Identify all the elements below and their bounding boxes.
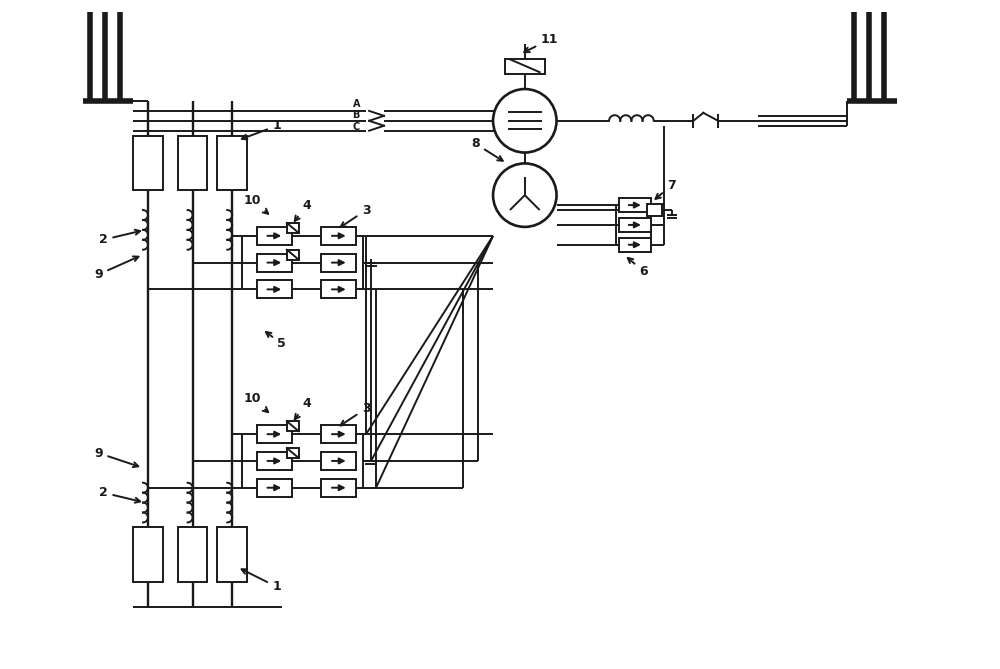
Bar — [133, 527, 163, 582]
Bar — [257, 280, 292, 298]
Text: 11: 11 — [524, 33, 558, 52]
Text: 8: 8 — [471, 137, 503, 161]
Bar — [619, 218, 651, 232]
Bar — [257, 425, 292, 443]
Bar — [321, 227, 356, 245]
Circle shape — [493, 89, 557, 153]
Bar — [257, 479, 292, 496]
Text: 2: 2 — [99, 229, 140, 246]
Bar — [619, 198, 651, 212]
Text: 1: 1 — [242, 569, 281, 593]
Text: 9: 9 — [94, 446, 138, 467]
Text: 2: 2 — [99, 486, 140, 502]
Text: 3: 3 — [340, 203, 370, 227]
Bar — [257, 254, 292, 272]
Bar — [287, 448, 299, 458]
Bar — [257, 452, 292, 470]
Bar — [287, 421, 299, 432]
Bar — [178, 136, 207, 190]
Text: 7: 7 — [656, 179, 676, 199]
Text: 6: 6 — [628, 258, 648, 278]
Bar — [321, 280, 356, 298]
Bar — [321, 479, 356, 496]
Text: 1: 1 — [242, 119, 281, 139]
Bar — [287, 250, 299, 260]
Bar — [217, 527, 247, 582]
Bar — [321, 452, 356, 470]
Text: A: A — [352, 99, 360, 109]
Circle shape — [493, 163, 557, 227]
Bar — [133, 136, 163, 190]
Bar — [217, 136, 247, 190]
Bar — [619, 237, 651, 252]
Text: 4: 4 — [295, 397, 311, 419]
Bar — [321, 425, 356, 443]
Text: 10: 10 — [243, 392, 268, 412]
Bar — [257, 227, 292, 245]
Bar — [287, 223, 299, 233]
Text: 10: 10 — [243, 193, 268, 214]
Bar — [505, 60, 545, 74]
Bar — [647, 204, 662, 216]
Bar — [178, 527, 207, 582]
Text: 3: 3 — [340, 402, 370, 425]
Text: C: C — [353, 122, 360, 132]
Text: 5: 5 — [266, 332, 286, 351]
Text: 4: 4 — [295, 199, 311, 221]
Text: 9: 9 — [94, 256, 138, 281]
Bar — [321, 254, 356, 272]
Text: B: B — [353, 110, 360, 120]
